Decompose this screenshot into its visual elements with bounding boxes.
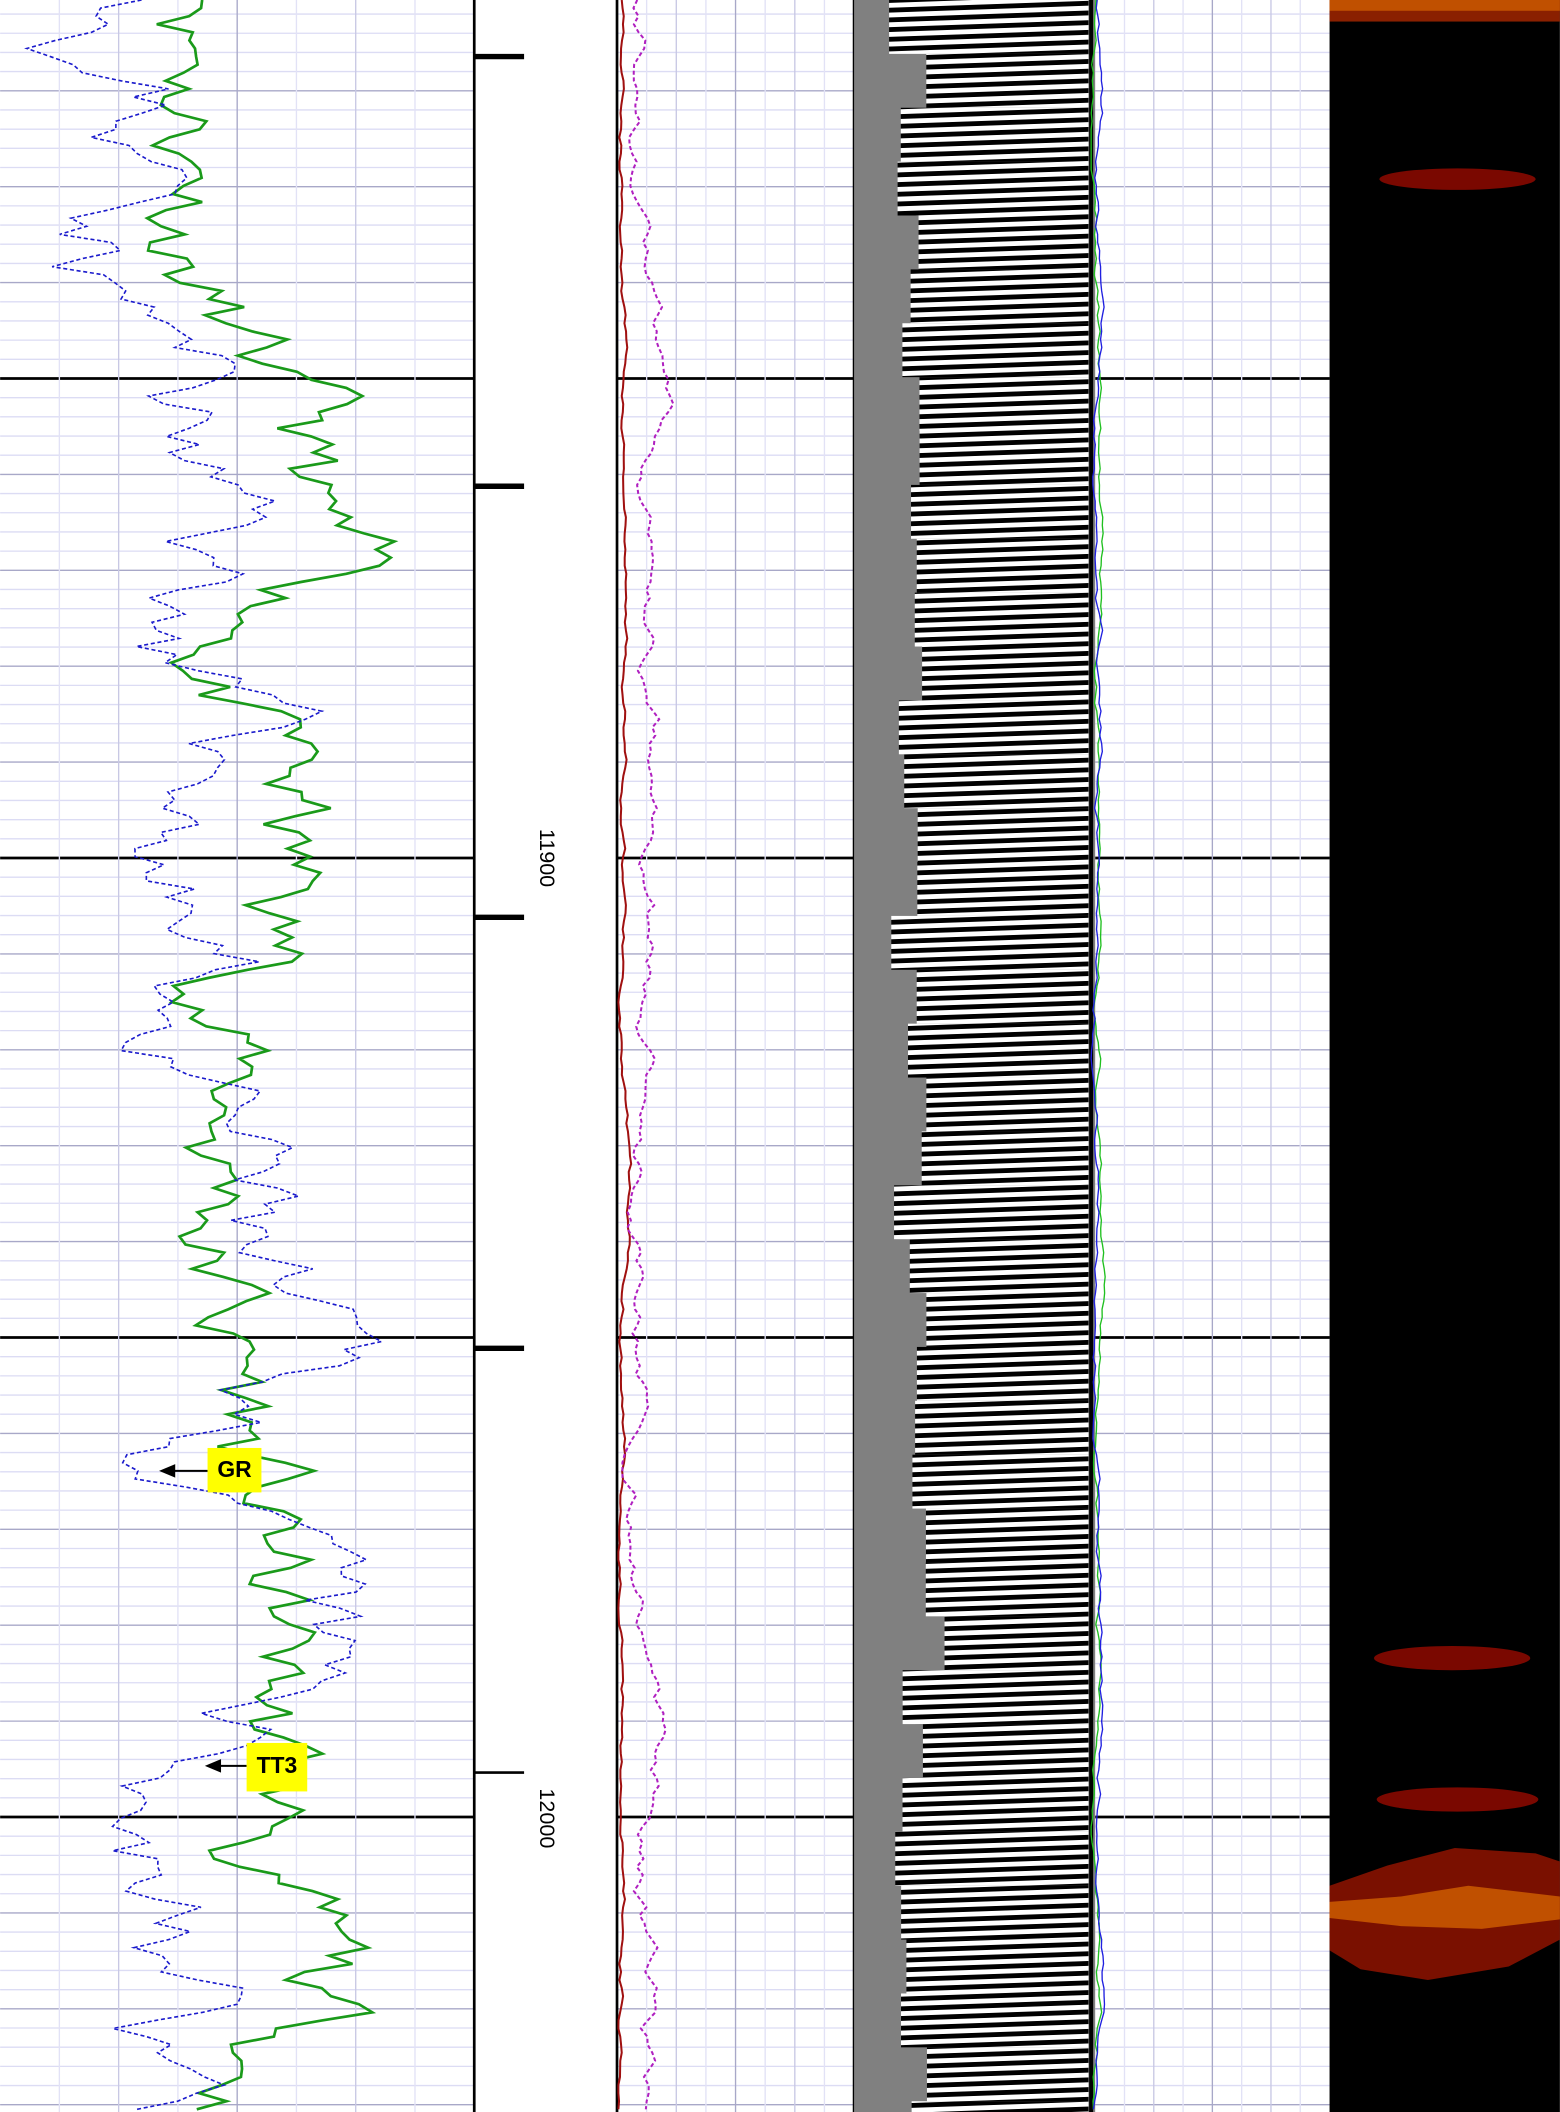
color-blob (1329, 1885, 1560, 1929)
color-blob (1376, 1787, 1539, 1812)
stripe-block (926, 53, 1089, 108)
annotation-box (207, 1447, 262, 1493)
waveform-image (889, 0, 1094, 2112)
stripe-block (909, 1239, 1089, 1294)
stripe-block (897, 161, 1089, 216)
arrow-head (204, 1759, 222, 1773)
stripe-block (919, 431, 1089, 485)
stripe-block (895, 1831, 1089, 1886)
stripe-block (922, 1724, 1089, 1778)
stripe-block (916, 1346, 1089, 1401)
stripe-block (894, 1185, 1089, 1240)
annotation-label: GR (217, 1456, 252, 1482)
annotation: TT3 (204, 1742, 308, 1792)
depth-label: 11900 (535, 829, 560, 887)
stripe-block (925, 1508, 1089, 1563)
stripe-block (917, 808, 1089, 863)
color-band (1329, 0, 1560, 11)
annotation-label: TT3 (257, 1752, 298, 1778)
stripe-block (925, 1562, 1089, 1617)
stripe-block (912, 1454, 1089, 1509)
curves (24, 0, 1106, 2111)
stripe-block (902, 323, 1089, 378)
stripe-block (911, 484, 1089, 539)
edge-green (1090, 0, 1106, 2110)
stripe-block (906, 1939, 1089, 1994)
stripe-block (900, 107, 1089, 162)
stripe-block (916, 538, 1089, 593)
stripe-block (918, 215, 1089, 270)
stripe-block (926, 1077, 1089, 1132)
color-track (1329, 0, 1560, 2112)
depth-label: 12000 (535, 1788, 560, 1848)
annotation-box (246, 1742, 308, 1792)
stripe-block (921, 1131, 1089, 1186)
stripe-block (901, 1993, 1089, 2048)
stripe-block (916, 969, 1089, 1024)
stripe-block (926, 2047, 1089, 2102)
stripe-block (902, 1777, 1089, 1832)
edge-blue (1090, 0, 1106, 2110)
annotation: GR (159, 1447, 262, 1493)
color-blob (1374, 1645, 1531, 1671)
stripe-block (919, 377, 1089, 432)
stripe-block (908, 1023, 1089, 1078)
stripe-block (891, 915, 1089, 970)
stripe-block (926, 1293, 1089, 1347)
stripe-block (914, 592, 1089, 647)
stripe-block (944, 1616, 1089, 1671)
stripe-block (902, 1670, 1089, 1725)
stripe-block (915, 1400, 1089, 1455)
color-blob (1379, 168, 1536, 190)
arrow-head (159, 1464, 176, 1478)
stripe-block (904, 754, 1089, 809)
stripe-block (917, 862, 1089, 916)
stripe-block (889, 0, 1089, 54)
stripe-block (898, 700, 1089, 755)
stripe-block (901, 1885, 1089, 1940)
depth-ticks (474, 53, 525, 1774)
red-curve (617, 0, 633, 2110)
stripe-block (910, 269, 1089, 324)
stripe-block (911, 2101, 1089, 2112)
grid (0, 0, 1330, 2112)
magenta-curve (621, 0, 675, 2110)
dashed-curve (24, 0, 384, 2111)
stripe-block (922, 646, 1089, 701)
